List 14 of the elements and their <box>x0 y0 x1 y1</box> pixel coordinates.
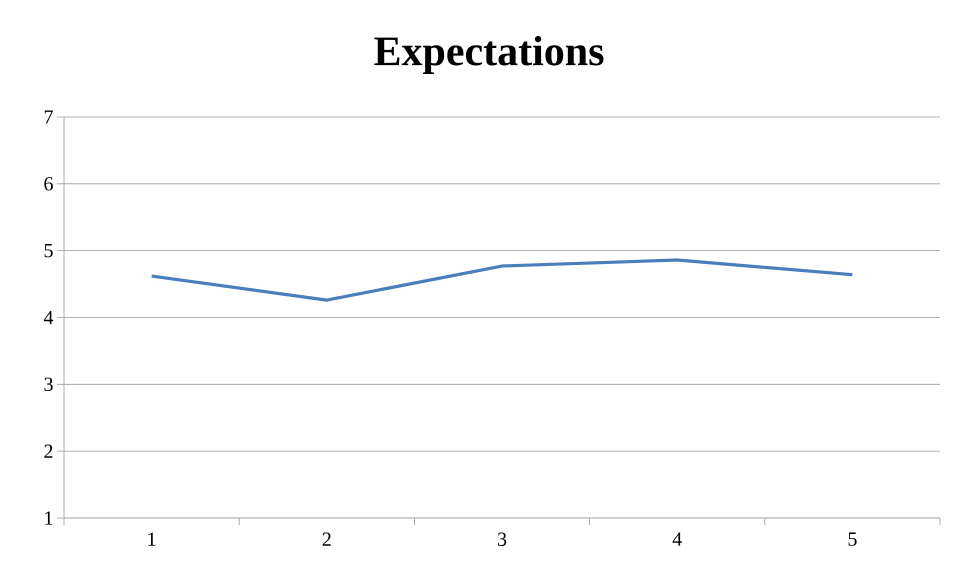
line-series <box>150 258 854 302</box>
x-tick-label: 3 <box>498 532 506 546</box>
y-tick-label: 3 <box>44 378 53 392</box>
y-tick-label: 1 <box>45 511 52 525</box>
y-tick-label: 6 <box>44 177 53 191</box>
y-tick-label: 2 <box>44 444 52 458</box>
x-tick-label: 4 <box>672 532 682 546</box>
y-tick-label: 4 <box>44 310 54 324</box>
y-tick-label: 7 <box>44 110 53 124</box>
x-tick-label: 5 <box>848 532 857 546</box>
x-tick-label: 2 <box>322 532 331 546</box>
x-tick-label: 1 <box>148 532 156 546</box>
chart-title: Expectations <box>374 36 604 74</box>
y-tick-label: 5 <box>44 244 53 258</box>
